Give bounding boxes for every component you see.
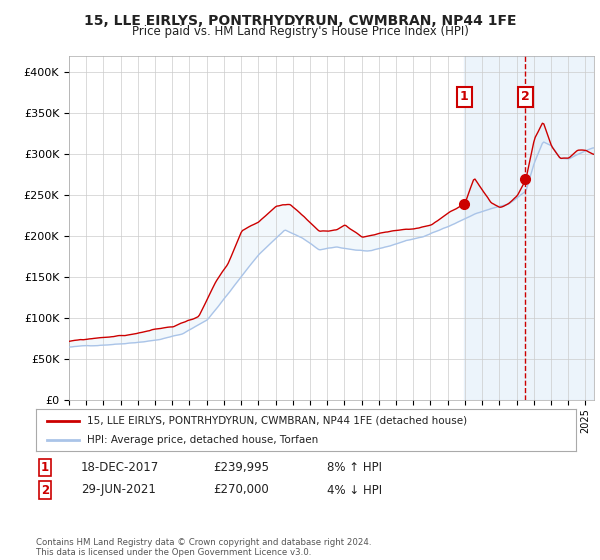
Text: 15, LLE EIRLYS, PONTRHYDYRUN, CWMBRAN, NP44 1FE: 15, LLE EIRLYS, PONTRHYDYRUN, CWMBRAN, N…	[84, 14, 516, 28]
Text: Price paid vs. HM Land Registry's House Price Index (HPI): Price paid vs. HM Land Registry's House …	[131, 25, 469, 38]
Text: HPI: Average price, detached house, Torfaen: HPI: Average price, detached house, Torf…	[88, 435, 319, 445]
Text: 29-JUN-2021: 29-JUN-2021	[81, 483, 156, 497]
Text: Contains HM Land Registry data © Crown copyright and database right 2024.
This d: Contains HM Land Registry data © Crown c…	[36, 538, 371, 557]
Bar	[464, 56, 594, 400]
Text: £239,995: £239,995	[213, 461, 269, 474]
Text: 1: 1	[41, 461, 49, 474]
Text: 18-DEC-2017: 18-DEC-2017	[81, 461, 159, 474]
Text: 2: 2	[521, 91, 530, 104]
Text: 15, LLE EIRLYS, PONTRHYDYRUN, CWMBRAN, NP44 1FE (detached house): 15, LLE EIRLYS, PONTRHYDYRUN, CWMBRAN, N…	[88, 416, 467, 426]
Text: 1: 1	[460, 91, 469, 104]
Text: 4% ↓ HPI: 4% ↓ HPI	[327, 483, 382, 497]
Text: 2: 2	[41, 483, 49, 497]
Text: 8% ↑ HPI: 8% ↑ HPI	[327, 461, 382, 474]
Text: £270,000: £270,000	[213, 483, 269, 497]
